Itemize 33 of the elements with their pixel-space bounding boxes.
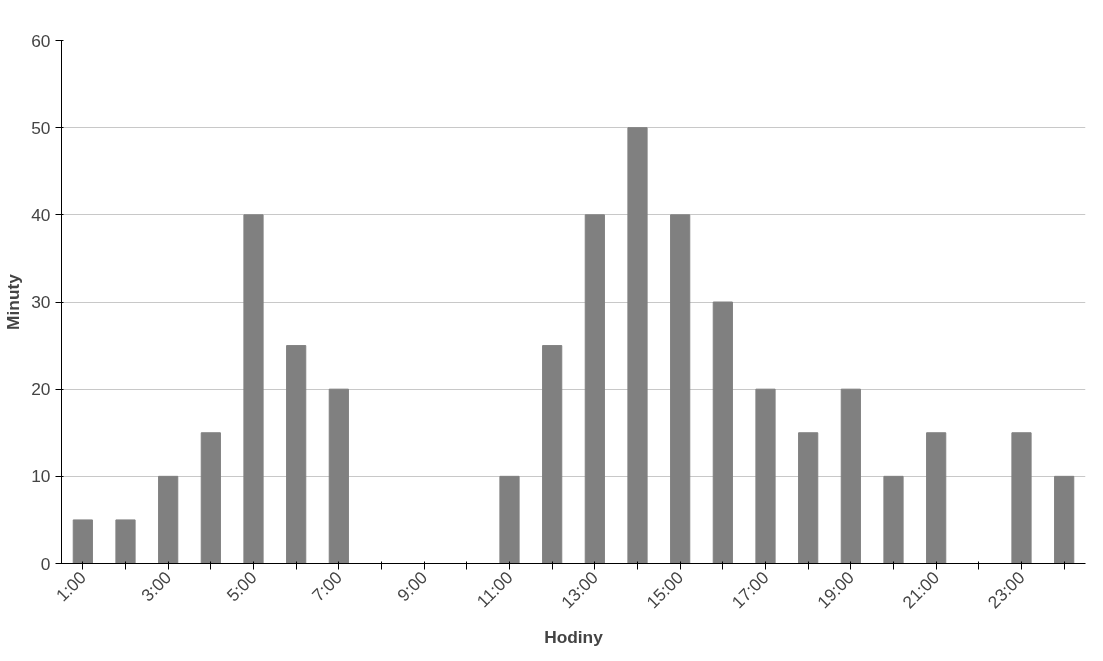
bar xyxy=(798,432,819,564)
bar xyxy=(286,345,307,564)
y-tick-label: 50 xyxy=(31,117,51,138)
bar xyxy=(712,301,733,564)
x-axis-title: Hodiny xyxy=(544,627,604,648)
bar xyxy=(755,388,776,564)
y-tick-label: 60 xyxy=(31,30,51,51)
bar xyxy=(200,432,221,564)
bar xyxy=(72,519,93,564)
bar xyxy=(499,475,520,564)
bar xyxy=(584,214,605,564)
y-tick-label: 30 xyxy=(31,292,51,312)
bar xyxy=(926,432,947,564)
x-tick-label: 5:00 xyxy=(222,567,261,606)
x-tick-label: 3:00 xyxy=(137,567,176,606)
y-axis-title: Minuty xyxy=(3,273,24,330)
bar xyxy=(1011,432,1032,564)
y-tick-label: 10 xyxy=(31,466,51,487)
bar xyxy=(158,475,179,564)
x-tick-label: 7:00 xyxy=(307,567,346,606)
bar xyxy=(115,519,136,564)
y-tick-label: 40 xyxy=(31,204,51,225)
bar xyxy=(627,127,648,564)
bar xyxy=(670,214,691,564)
bar xyxy=(883,475,904,564)
bar xyxy=(840,388,861,564)
y-tick-label: 20 xyxy=(31,379,51,400)
y-tick-label: 0 xyxy=(40,553,51,574)
bar xyxy=(328,388,349,564)
bar xyxy=(243,214,264,564)
x-tick-label: 9:00 xyxy=(393,567,432,606)
bar xyxy=(542,345,563,564)
bar xyxy=(1054,475,1075,564)
